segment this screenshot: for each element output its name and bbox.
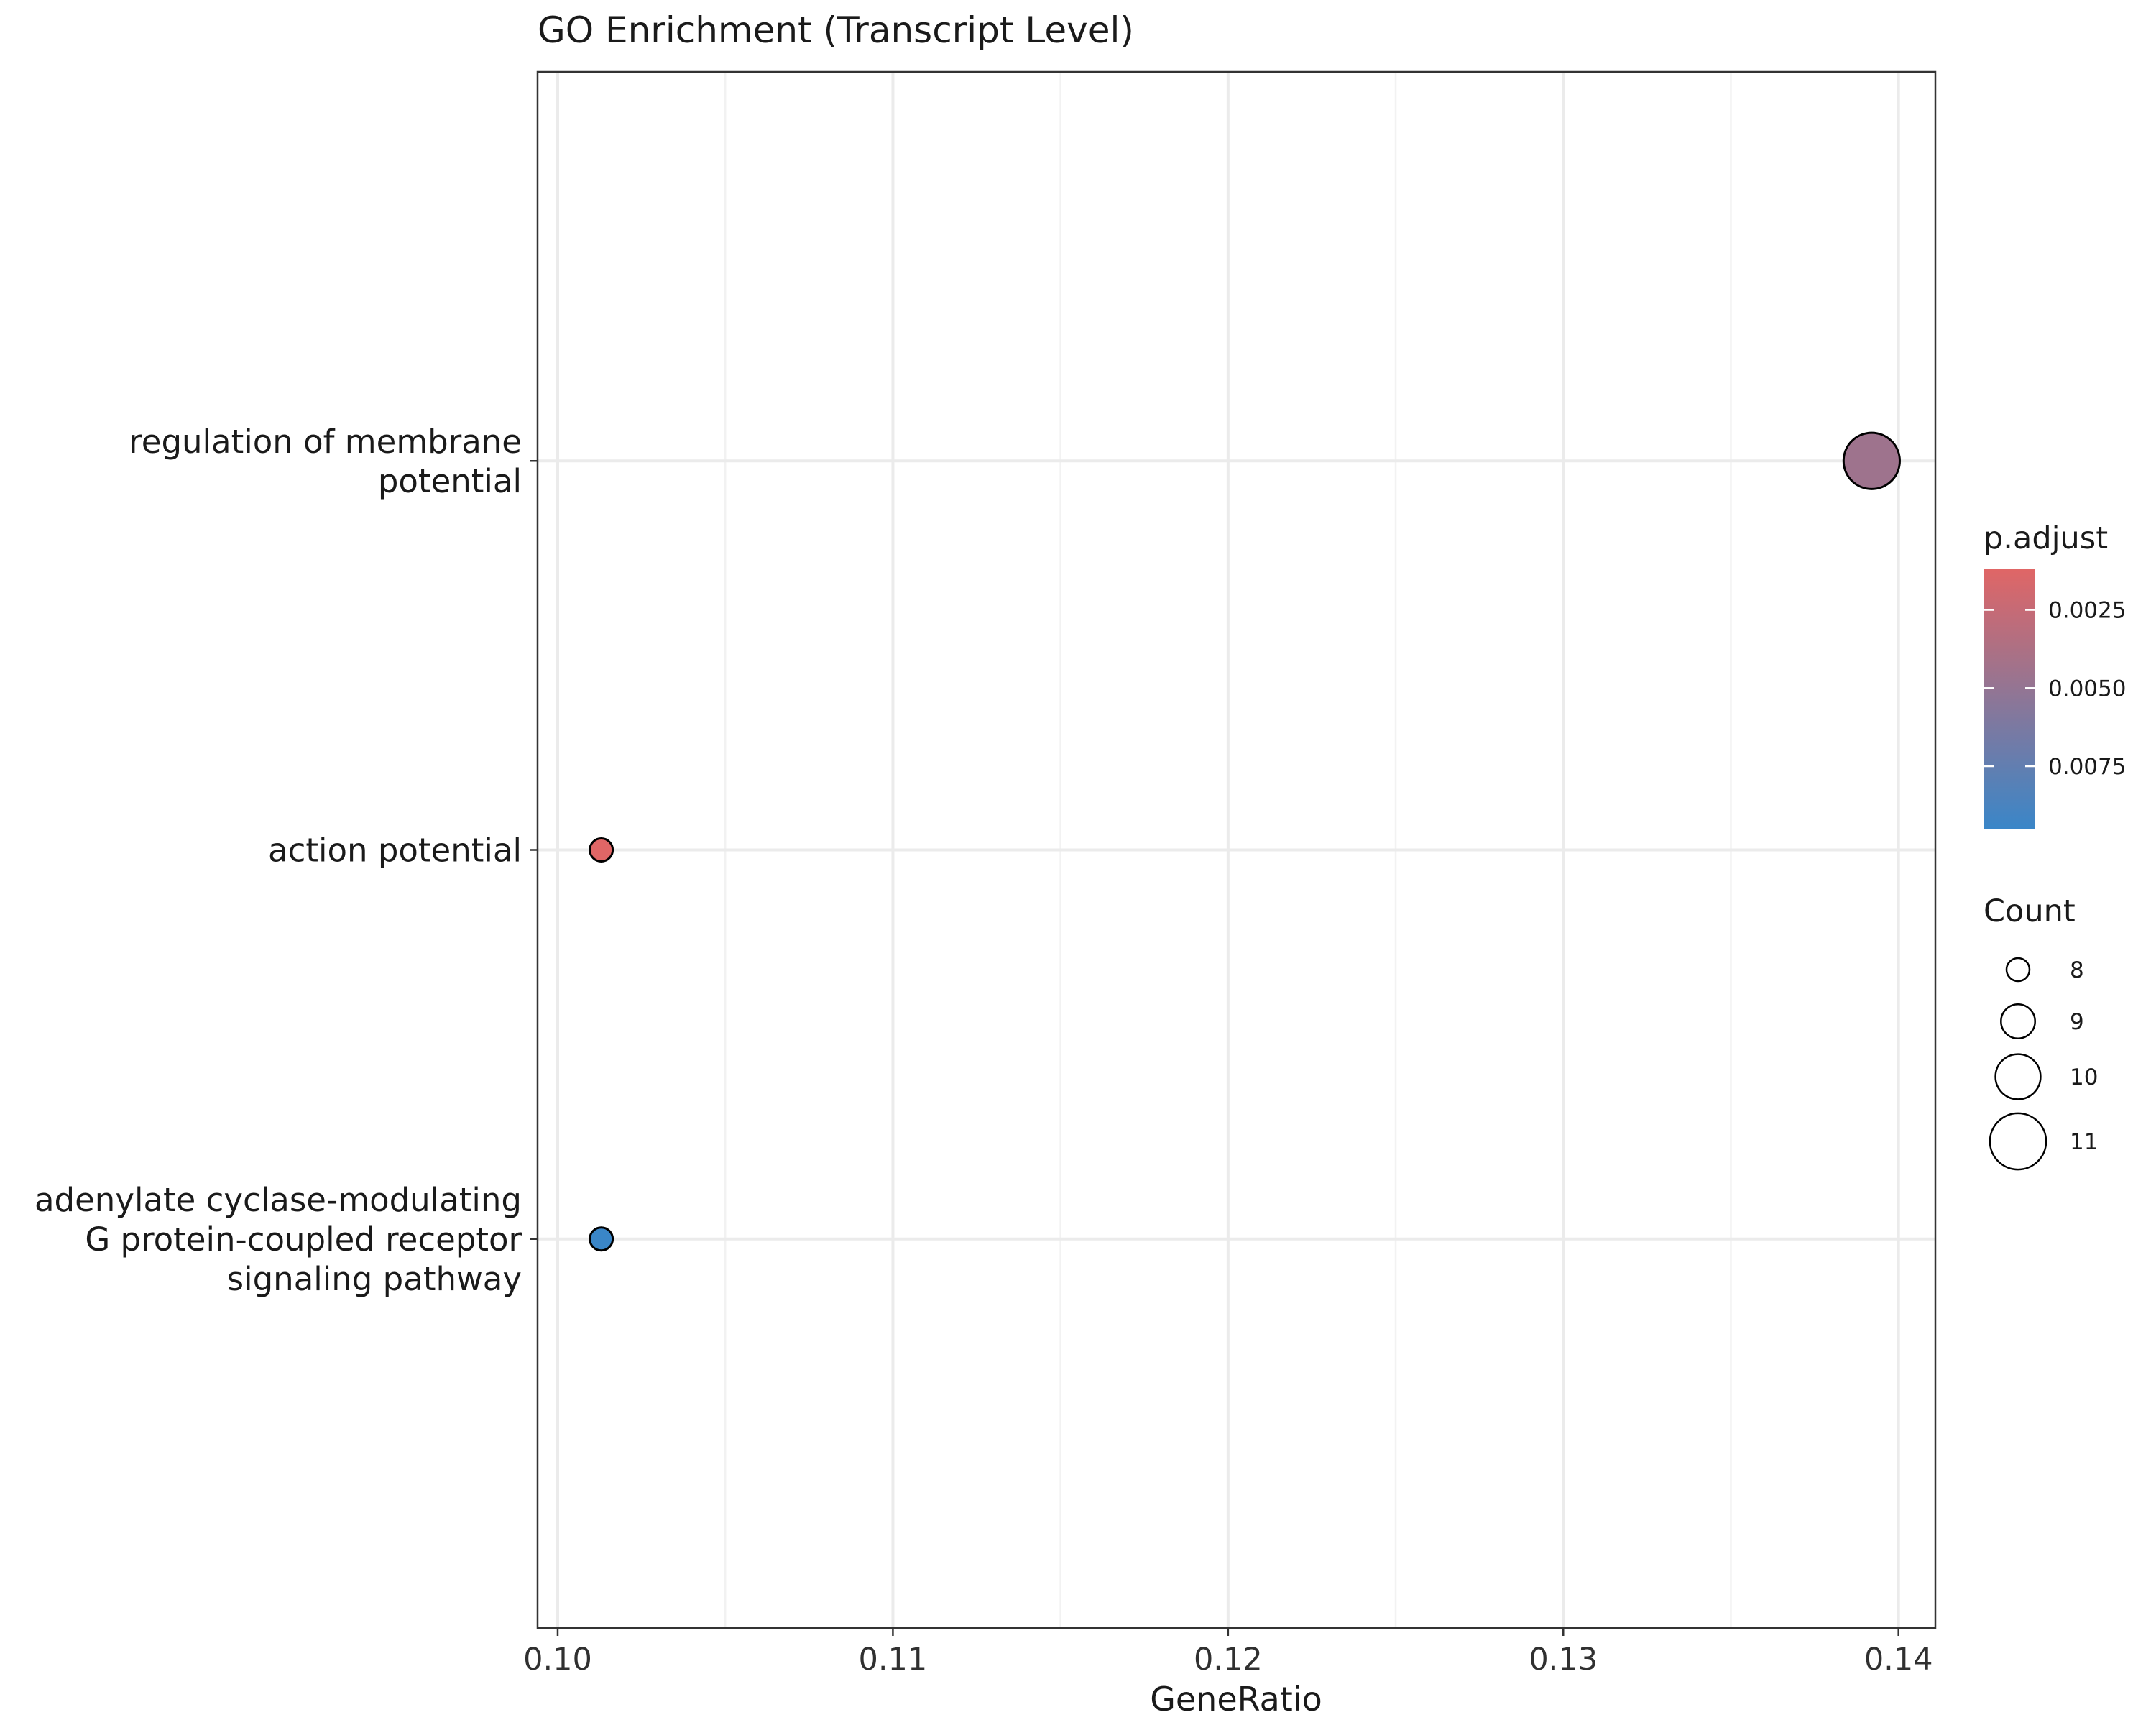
size-legend-key xyxy=(2000,1003,2036,1039)
size-legend-label: 11 xyxy=(2070,1129,2098,1155)
points-layer xyxy=(589,431,1901,1252)
data-point xyxy=(1842,431,1901,490)
data-point xyxy=(589,1226,614,1252)
y-tick-label: action potential xyxy=(268,832,522,870)
x-tick-label: 0.10 xyxy=(523,1642,592,1678)
y-tick-label: adenylate cyclase-modulating G protein-co… xyxy=(34,1181,522,1298)
y-tick-label: regulation of membrane potential xyxy=(129,423,522,500)
x-tick-label: 0.11 xyxy=(859,1642,928,1678)
size-legend-key xyxy=(2005,957,2031,983)
color-legend-bar xyxy=(1984,569,2035,829)
size-legend-title: Count xyxy=(1984,893,2076,929)
size-legend-key xyxy=(1994,1053,2042,1100)
x-axis-label: GeneRatio xyxy=(1150,1680,1322,1719)
x-tick-label: 0.13 xyxy=(1529,1642,1598,1678)
size-legend-label: 10 xyxy=(2070,1064,2098,1090)
color-legend-tick-label: 0.0025 xyxy=(2048,598,2126,624)
x-tick-label: 0.12 xyxy=(1194,1642,1263,1678)
data-point xyxy=(589,837,614,862)
grid-layer xyxy=(538,72,1935,1628)
color-legend-tick-label: 0.0050 xyxy=(2048,676,2126,702)
color-legend-tick-label: 0.0075 xyxy=(2048,754,2126,780)
size-legend-label: 8 xyxy=(2070,957,2084,983)
axis-layer: 0.10 0.11 0.12 0.13 0.14 regulation of membra… xyxy=(34,423,1933,1678)
size-legend-label: 9 xyxy=(2070,1009,2084,1035)
chart-title: GO Enrichment (Transcript Level) xyxy=(538,9,1134,51)
size-legend-key xyxy=(1989,1112,2047,1171)
legend-layer: p.adjust 0.0025 0.0050 0.0075 Count 8 9 10 11 xyxy=(1984,520,2126,1171)
x-tick-label: 0.14 xyxy=(1864,1642,1933,1678)
color-legend-title: p.adjust xyxy=(1984,520,2108,556)
